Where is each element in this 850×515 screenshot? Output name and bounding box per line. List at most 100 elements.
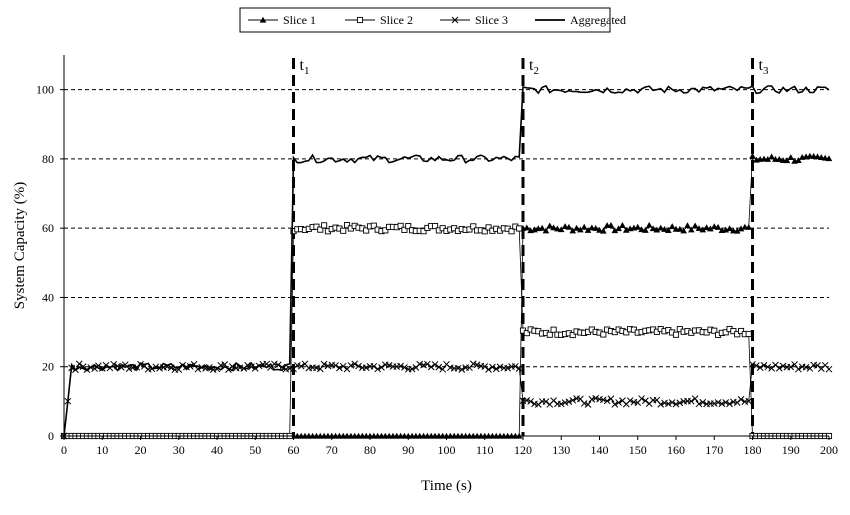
data-point [676, 399, 684, 407]
y-tick-label: 40 [42, 290, 54, 304]
data-point [726, 400, 733, 408]
data-point [779, 362, 787, 370]
data-point [546, 331, 553, 338]
legend-label: Aggregated [570, 13, 626, 27]
series-aggregated [63, 84, 830, 437]
y-axis-label: System Capacity (%) [12, 182, 28, 309]
data-point [569, 396, 577, 404]
data-point [561, 223, 569, 230]
data-point [752, 362, 760, 370]
x-tick-label: 20 [135, 443, 147, 457]
data-point [688, 226, 695, 233]
data-point [592, 394, 600, 402]
data-point [557, 226, 565, 233]
data-point [745, 330, 752, 338]
data-point [332, 362, 339, 369]
data-point [775, 364, 783, 372]
data-point [557, 400, 565, 408]
data-point [405, 223, 412, 230]
data-point [382, 227, 389, 234]
data-point [473, 361, 481, 369]
data-point [615, 225, 622, 232]
data-point [523, 397, 531, 404]
data-point [492, 365, 500, 373]
data-point [550, 224, 557, 231]
data-point [584, 401, 592, 408]
data-point [347, 362, 355, 369]
data-point [523, 224, 531, 231]
data-point [749, 360, 756, 368]
data-point [569, 227, 577, 234]
data-point [244, 361, 251, 369]
data-point [737, 327, 745, 335]
data-point [397, 222, 404, 229]
data-point [454, 364, 462, 372]
data-point [316, 365, 324, 373]
data-point [730, 328, 737, 335]
x-tick-label: 40 [211, 443, 223, 457]
data-point [451, 16, 459, 24]
event-label: t2 [529, 57, 539, 77]
data-point [714, 223, 722, 230]
data-point [401, 226, 408, 233]
data-point [565, 223, 573, 230]
x-axis-label: Time (s) [421, 478, 472, 494]
data-point [573, 224, 580, 231]
data-point [653, 226, 661, 233]
data-point [795, 157, 802, 163]
data-point [205, 364, 213, 371]
data-point [351, 360, 359, 368]
data-point [466, 226, 473, 233]
data-point [221, 361, 229, 368]
data-point [672, 331, 680, 338]
y-tick-label: 100 [36, 83, 54, 97]
data-point [259, 16, 267, 23]
data-point [516, 225, 523, 232]
data-point [588, 395, 596, 403]
data-point [580, 223, 588, 230]
x-tick-label: 10 [96, 443, 108, 457]
data-point [791, 361, 798, 368]
series-line [64, 155, 830, 437]
data-point [317, 226, 324, 233]
data-point [297, 362, 305, 370]
data-point [274, 361, 282, 369]
data-point [596, 226, 603, 233]
data-point [668, 399, 676, 406]
data-point [722, 399, 730, 406]
data-point [756, 364, 764, 371]
data-point [370, 362, 378, 370]
data-point [745, 397, 753, 405]
data-point [825, 155, 833, 162]
data-point [733, 227, 741, 234]
data-point [565, 398, 573, 406]
data-point [626, 397, 634, 404]
legend-label: Slice 2 [380, 13, 413, 27]
x-tick-label: 50 [249, 443, 261, 457]
data-point [737, 225, 745, 232]
data-point [607, 395, 615, 403]
data-point [825, 365, 833, 373]
event-label: t1 [300, 57, 310, 77]
series-line [63, 84, 830, 437]
data-point [424, 360, 431, 368]
x-tick-label: 30 [173, 443, 185, 457]
data-point [378, 364, 385, 371]
data-point [355, 362, 362, 370]
x-tick-label: 120 [514, 443, 532, 457]
data-point [408, 365, 416, 373]
data-point [745, 223, 752, 230]
data-point [363, 227, 370, 234]
data-point [508, 228, 515, 235]
data-point [542, 227, 550, 234]
data-point [787, 154, 795, 160]
data-point [695, 225, 703, 231]
data-point [427, 363, 435, 371]
x-tick-label: 60 [288, 443, 300, 457]
data-point [95, 362, 102, 370]
data-point [362, 364, 370, 372]
data-point [489, 363, 496, 371]
data-point [684, 222, 691, 229]
x-tick-label: 80 [364, 443, 376, 457]
